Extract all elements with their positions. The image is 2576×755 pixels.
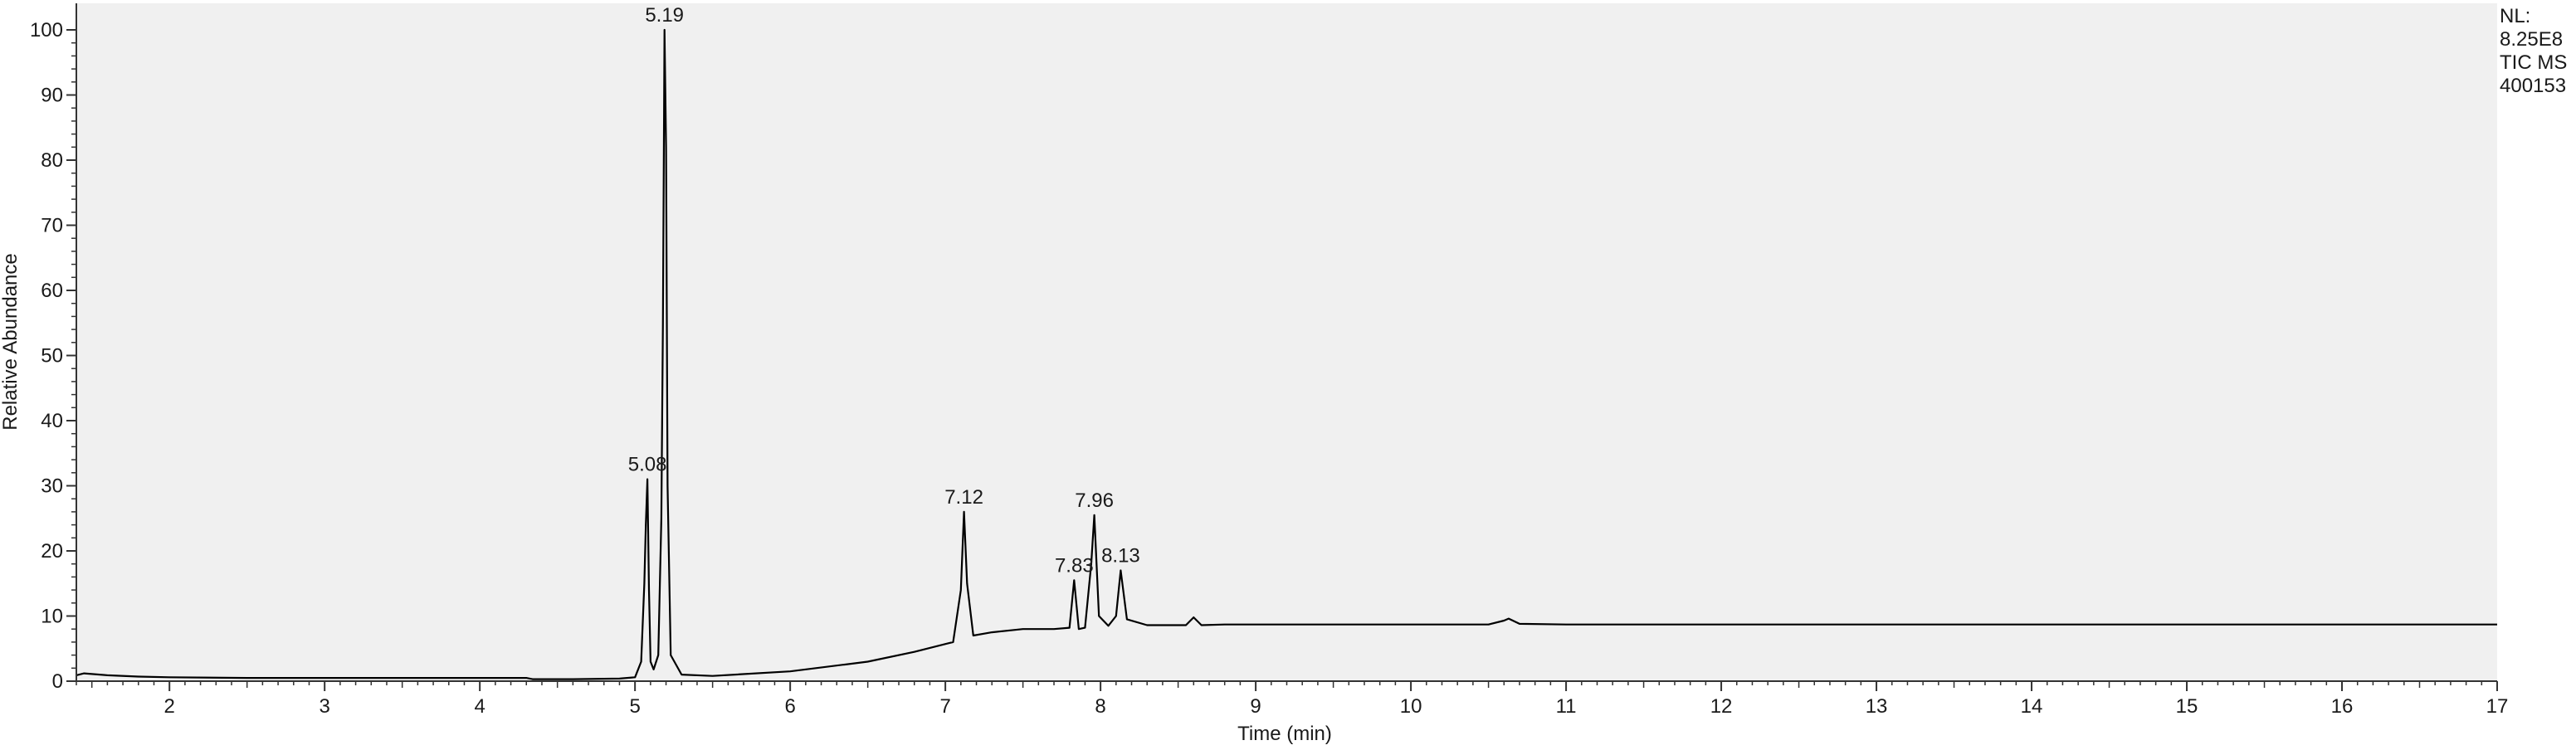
y-tick-label: 60	[41, 280, 63, 302]
x-tick-label: 16	[2331, 695, 2354, 718]
scan-filter-label: TIC MS	[2500, 51, 2568, 74]
y-tick-label: 80	[41, 149, 63, 172]
y-tick-label: 50	[41, 345, 63, 368]
y-tick-label: 70	[41, 215, 63, 237]
peak-labels: 5.08 5.19 7.12 7.83 7.96 8.13	[628, 4, 1140, 577]
x-tick-label: 15	[2176, 695, 2198, 718]
y-tick-label: 90	[41, 85, 63, 107]
plot-background	[76, 3, 2497, 681]
x-tick-label: 17	[2486, 695, 2509, 718]
y-tick-label: 30	[41, 475, 63, 498]
nl-value: 8.25E8	[2500, 28, 2564, 51]
x-tick-label: 3	[319, 695, 329, 718]
y-tick-label: 0	[52, 670, 63, 693]
x-tick-label: 4	[474, 695, 485, 718]
x-tick-label: 14	[2021, 695, 2043, 718]
tic-trace-line	[76, 28, 2497, 680]
x-tick-label: 6	[784, 695, 795, 718]
y-axis-title: Relative Abundance	[0, 253, 22, 431]
sample-id: 400153	[2500, 75, 2567, 97]
peak-label: 7.83	[1055, 554, 1094, 577]
x-tick-label: 13	[1866, 695, 1888, 718]
peak-label: 8.13	[1101, 545, 1140, 567]
x-tick-label: 9	[1250, 695, 1261, 718]
x-tick-label: 10	[1400, 695, 1422, 718]
x-tick-label: 7	[939, 695, 950, 718]
x-tick-label: 8	[1095, 695, 1105, 718]
peak-label: 5.08	[628, 454, 667, 476]
y-tick-label: 10	[41, 606, 63, 628]
axis-ticks: 2 3 4 5 6 7 8 9 10 11 12 13 14 15 16 17 0 10 20 30 40 50 60 70 8…	[30, 19, 2508, 718]
trace-info-panel: NL: 8.25E8 TIC MS 400153	[2500, 5, 2574, 98]
x-tick-label: 5	[629, 695, 640, 718]
x-tick-label: 2	[164, 695, 175, 718]
y-tick-label: 20	[41, 540, 63, 563]
x-tick-label: 11	[1556, 695, 1577, 718]
x-tick-label: 12	[1710, 695, 1733, 718]
nl-label: NL:	[2500, 5, 2531, 27]
y-tick-label: 100	[30, 19, 63, 41]
x-axis-title: Time (min)	[1237, 723, 1332, 745]
y-tick-label: 40	[41, 410, 63, 432]
peak-label: 7.96	[1075, 490, 1114, 512]
peak-label: 5.19	[645, 4, 684, 27]
peak-label: 7.12	[944, 486, 983, 509]
